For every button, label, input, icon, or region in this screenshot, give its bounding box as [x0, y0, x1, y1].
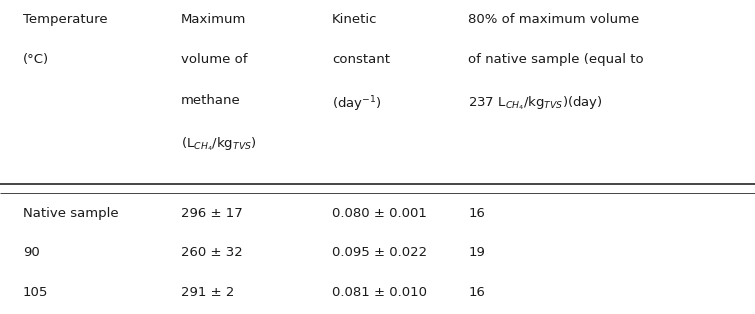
Text: 19: 19 [468, 246, 485, 259]
Text: 291 ± 2: 291 ± 2 [181, 286, 235, 299]
Text: 80% of maximum volume: 80% of maximum volume [468, 13, 639, 25]
Text: 0.095 ± 0.022: 0.095 ± 0.022 [332, 246, 427, 259]
Text: 16: 16 [468, 207, 485, 220]
Text: (day$^{-1}$): (day$^{-1}$) [332, 94, 382, 114]
Text: 296 ± 17: 296 ± 17 [181, 207, 243, 220]
Text: 260 ± 32: 260 ± 32 [181, 246, 243, 259]
Text: 0.081 ± 0.010: 0.081 ± 0.010 [332, 286, 427, 299]
Text: volume of: volume of [181, 53, 248, 66]
Text: 0.080 ± 0.001: 0.080 ± 0.001 [332, 207, 427, 220]
Text: Temperature: Temperature [23, 13, 107, 25]
Text: 16: 16 [468, 286, 485, 299]
Text: 237 L$_{CH_4}$/kg$_{TVS}$)(day): 237 L$_{CH_4}$/kg$_{TVS}$)(day) [468, 94, 603, 112]
Text: (°C): (°C) [23, 53, 49, 66]
Text: Native sample: Native sample [23, 207, 119, 220]
Text: constant: constant [332, 53, 390, 66]
Text: 105: 105 [23, 286, 48, 299]
Text: (L$_{CH_4}$/kg$_{TVS}$): (L$_{CH_4}$/kg$_{TVS}$) [181, 135, 257, 153]
Text: 90: 90 [23, 246, 39, 259]
Text: methane: methane [181, 94, 241, 107]
Text: Maximum: Maximum [181, 13, 247, 25]
Text: Kinetic: Kinetic [332, 13, 378, 25]
Text: of native sample (equal to: of native sample (equal to [468, 53, 644, 66]
